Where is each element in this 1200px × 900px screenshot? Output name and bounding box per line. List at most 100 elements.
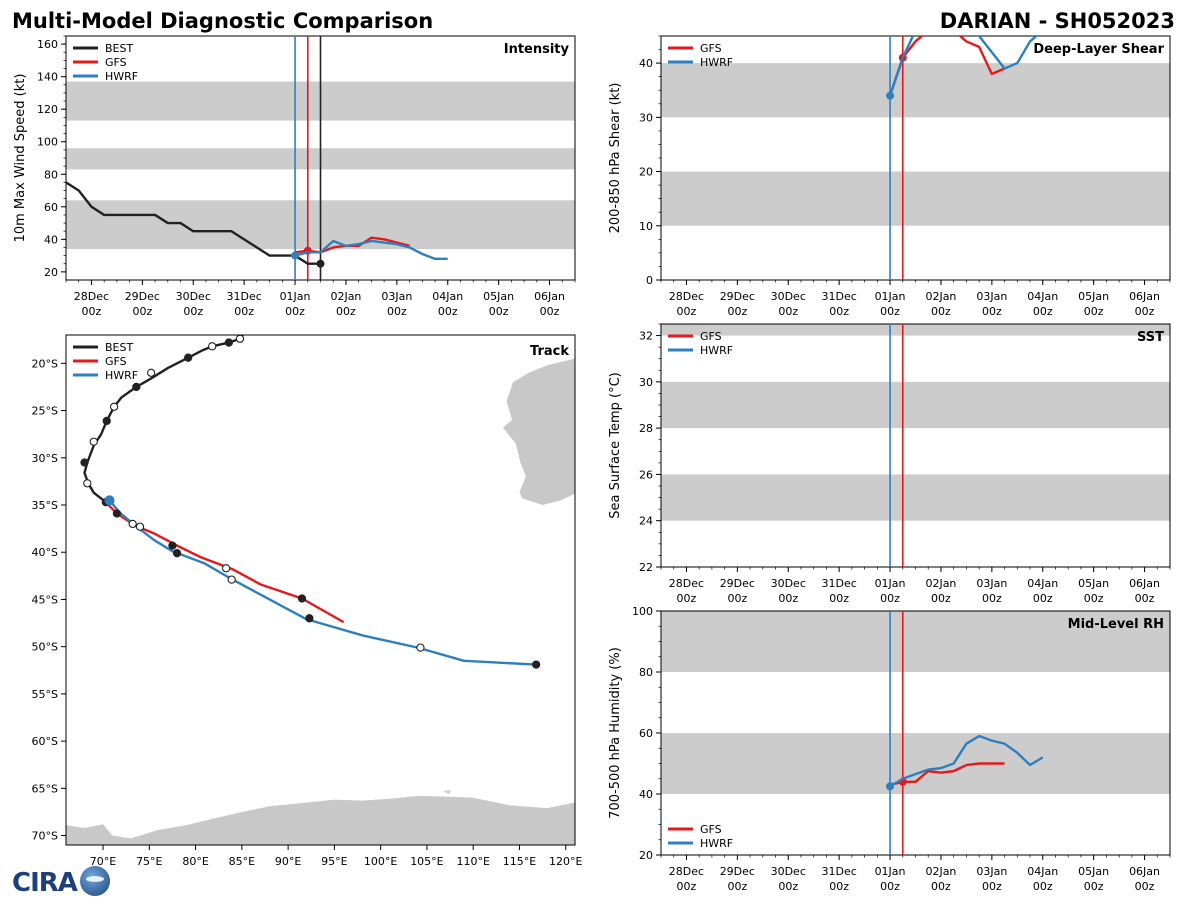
shear-band bbox=[661, 63, 1170, 118]
track-panel: 70°E 75°E 80°E 85°E 90°E 95°E 100°E 105°E 110°E 1… bbox=[32, 334, 583, 868]
track-line-gfs bbox=[104, 501, 345, 624]
track-legend-label-gfs: GFS bbox=[105, 355, 127, 368]
intensity-ytick-label: 100 bbox=[37, 136, 58, 149]
shear-xtick-label: 31Dec bbox=[822, 290, 857, 303]
track-ytick-label: 60°S bbox=[32, 735, 58, 748]
track-point-hwrf bbox=[168, 541, 177, 550]
sst-ytick-label: 32 bbox=[639, 330, 653, 343]
shear-ytick-label: 30 bbox=[639, 111, 653, 124]
shear-xtick-label: 06Jan bbox=[1129, 290, 1160, 303]
intensity-xtick-label-hour: 00z bbox=[540, 305, 560, 318]
intensity-legend-label-hwrf: HWRF bbox=[105, 70, 138, 83]
sst-ylabel: Sea Surface Temp (°C) bbox=[608, 372, 623, 519]
track-xtick-label: 115°E bbox=[503, 855, 536, 868]
rh-plot-area bbox=[886, 611, 1044, 855]
intensity-xtick-label-hour: 00z bbox=[438, 305, 458, 318]
track-ytick-label: 50°S bbox=[32, 641, 58, 654]
intensity-marker-best bbox=[316, 259, 325, 268]
shear-xtick-label-hour: 00z bbox=[727, 305, 747, 318]
rh-series-gfs bbox=[889, 762, 1005, 787]
rh-ytick-label: 80 bbox=[639, 666, 653, 679]
intensity-ytick-label: 40 bbox=[44, 233, 58, 246]
sst-xtick-label-hour: 00z bbox=[982, 592, 1002, 605]
track-ytick-label: 55°S bbox=[32, 688, 58, 701]
rh-xtick-label-hour: 00z bbox=[829, 880, 849, 893]
figure-title: Multi-Model Diagnostic Comparison bbox=[12, 9, 433, 33]
rh-xtick-label: 02Jan bbox=[925, 865, 956, 878]
shear-xtick-label: 28Dec bbox=[669, 290, 704, 303]
track-point-best bbox=[235, 335, 245, 343]
sst-band bbox=[661, 474, 1170, 521]
rh-xtick-label-hour: 00z bbox=[982, 880, 1002, 893]
track-line-hwrf bbox=[108, 499, 537, 666]
track-point-best bbox=[208, 342, 217, 351]
track-ytick-label: 65°S bbox=[32, 782, 58, 795]
sst-xtick-label-hour: 00z bbox=[1135, 592, 1155, 605]
intensity-xtick-label-hour: 00z bbox=[82, 305, 102, 318]
intensity-xtick-label-hour: 00z bbox=[183, 305, 203, 318]
land-australia bbox=[502, 358, 575, 505]
rh-ytick-label: 20 bbox=[639, 849, 653, 862]
intensity-legend-label-best: BEST bbox=[105, 42, 133, 55]
track-point-hwrf bbox=[172, 549, 182, 558]
intensity-ytick-label: 160 bbox=[37, 38, 58, 51]
land-antarctica bbox=[66, 795, 575, 845]
sst-band bbox=[661, 381, 1170, 429]
sst-ytick-label: 28 bbox=[639, 422, 653, 435]
track-xtick-label: 90°E bbox=[275, 855, 301, 868]
storm-id-title: DARIAN - SH052023 bbox=[940, 9, 1175, 33]
shear-series-gfs bbox=[888, 36, 1006, 97]
intensity-series-hwrf bbox=[294, 239, 448, 261]
sst-ytick-label: 30 bbox=[639, 376, 653, 389]
track-ytick-label: 25°S bbox=[32, 405, 58, 418]
sst-axes-frame bbox=[660, 323, 1171, 568]
sst-legend-label-hwrf: HWRF bbox=[700, 344, 733, 357]
sst-xtick-label: 03Jan bbox=[976, 577, 1007, 590]
shear-xtick-label: 04Jan bbox=[1027, 290, 1058, 303]
track-point-best bbox=[83, 479, 92, 488]
sst-xtick-label: 29Dec bbox=[720, 577, 755, 590]
track-xtick-label: 100°E bbox=[364, 855, 397, 868]
shear-xtick-label: 01Jan bbox=[875, 290, 906, 303]
track-point-best bbox=[146, 368, 156, 377]
sst-xtick-label: 05Jan bbox=[1078, 577, 1109, 590]
shear-xtick-label: 05Jan bbox=[1078, 290, 1109, 303]
rh-band bbox=[661, 733, 1170, 794]
shear-ytick-label: 20 bbox=[639, 166, 653, 179]
sst-xtick-label: 30Dec bbox=[771, 577, 806, 590]
rh-xtick-label: 06Jan bbox=[1129, 865, 1160, 878]
shear-xtick-label: 03Jan bbox=[976, 290, 1007, 303]
sst-xtick-label-hour: 00z bbox=[778, 592, 798, 605]
intensity-xtick-label-hour: 00z bbox=[387, 305, 407, 318]
sst-legend-label-gfs: GFS bbox=[700, 330, 722, 343]
intensity-panel: 20 40 60 80 100 120 140 160 28Dec 00z 29Dec 00z 30De… bbox=[13, 35, 576, 318]
track-plot-area bbox=[66, 335, 575, 845]
sst-panel: 22 24 26 28 30 32 28Dec 00z 29Dec 00z 30Dec 00z 31De… bbox=[608, 323, 1171, 605]
track-xtick-label: 105°E bbox=[410, 855, 443, 868]
track-point-hwrf bbox=[128, 519, 137, 529]
track-xtick-label: 80°E bbox=[182, 855, 208, 868]
track-xtick-label: 120°E bbox=[549, 855, 582, 868]
sst-xtick-label: 02Jan bbox=[925, 577, 956, 590]
shear-xtick-label: 29Dec bbox=[720, 290, 755, 303]
shear-ytick-label: 0 bbox=[646, 274, 653, 287]
shear-plot-area bbox=[886, 36, 1039, 280]
track-axes-frame bbox=[65, 334, 576, 846]
sst-xtick-label: 01Jan bbox=[875, 577, 906, 590]
sst-band bbox=[661, 324, 1170, 336]
sst-xtick-label-hour: 00z bbox=[1033, 592, 1053, 605]
intensity-series-best bbox=[66, 181, 321, 265]
track-xtick-label: 75°E bbox=[136, 855, 162, 868]
intensity-plot-area bbox=[66, 36, 448, 280]
sst-ytick-label: 24 bbox=[639, 515, 653, 528]
shear-xtick-label-hour: 00z bbox=[1084, 305, 1104, 318]
track-point-best bbox=[224, 338, 234, 347]
shear-xtick-label-hour: 00z bbox=[931, 305, 951, 318]
rh-xtick-label-hour: 00z bbox=[1135, 880, 1155, 893]
rh-xtick-label: 31Dec bbox=[822, 865, 857, 878]
shear-xtick-label-hour: 00z bbox=[1033, 305, 1053, 318]
intensity-xtick-label: 30Dec bbox=[176, 290, 211, 303]
rh-xtick-label-hour: 00z bbox=[1033, 880, 1053, 893]
sst-panel-title: SST bbox=[1137, 330, 1164, 345]
